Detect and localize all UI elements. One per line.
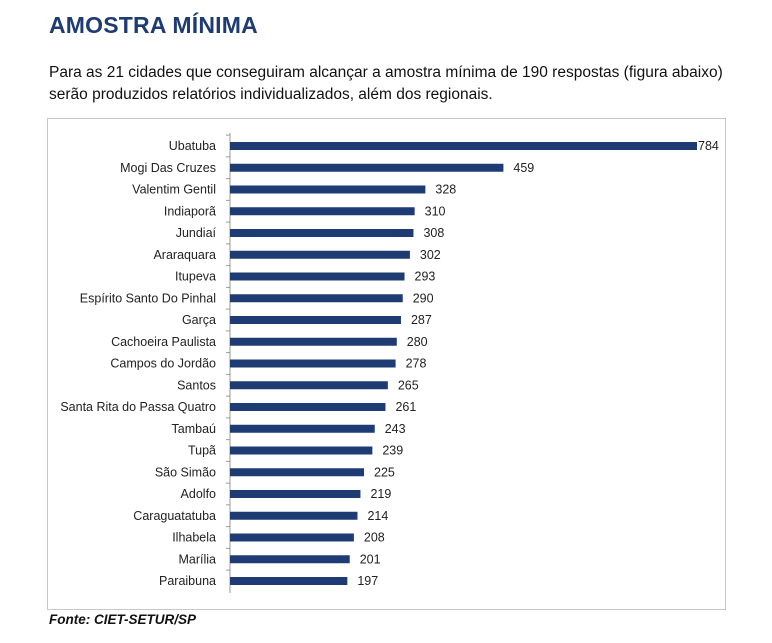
category-label: Espírito Santo Do Pinhal	[80, 291, 216, 305]
bar-chart-svg: Ubatuba 784 Mogi Das Cruzes 459 Valentim Gen…	[60, 133, 719, 593]
bar	[230, 142, 697, 150]
bar	[230, 163, 504, 172]
value-label: 261	[395, 400, 416, 414]
source-note: Fonte: CIET-SETUR/SP	[49, 612, 197, 627]
category-label: Adolfo	[181, 487, 216, 501]
category-label: Araraquara	[153, 248, 216, 262]
category-label: Valentim Gentil	[132, 183, 216, 197]
value-label: 243	[385, 422, 406, 436]
category-label: Caraguatatuba	[133, 509, 216, 523]
category-label: Garça	[182, 313, 216, 327]
value-label: 328	[435, 183, 456, 197]
category-label: Santa Rita do Passa Quatro	[60, 400, 216, 414]
value-label: 459	[513, 161, 534, 175]
category-label: Santos	[177, 378, 216, 392]
category-label: São Simão	[155, 465, 216, 479]
category-label: Indiaporã	[164, 204, 216, 218]
category-label: Paraibuna	[159, 574, 216, 588]
bar	[230, 316, 401, 324]
value-label: 280	[407, 335, 428, 349]
value-label: 302	[420, 248, 441, 262]
category-label: Tambaú	[172, 422, 217, 436]
bar	[230, 533, 354, 542]
category-label: Ubatuba	[169, 139, 216, 153]
category-label: Tupã	[188, 444, 216, 458]
bar	[230, 577, 348, 585]
value-label: 197	[357, 574, 378, 588]
bar	[230, 511, 358, 520]
value-label: 310	[425, 204, 446, 218]
bar	[230, 337, 397, 346]
bar	[230, 294, 403, 303]
page-title: AMOSTRA MÍNIMA	[49, 12, 258, 38]
bar	[230, 468, 365, 477]
bar	[230, 381, 388, 390]
bar	[230, 207, 415, 216]
bar	[230, 403, 386, 411]
category-label: Itupeva	[175, 270, 216, 284]
category-label: Campos do Jordão	[110, 357, 216, 371]
category-label: Cachoeira Paulista	[111, 335, 216, 349]
value-label: 784	[698, 139, 719, 153]
bar	[230, 424, 375, 433]
value-label: 290	[413, 291, 434, 305]
value-label: 201	[360, 552, 381, 566]
category-label: Marília	[178, 552, 216, 566]
category-label: Ilhabela	[172, 531, 216, 545]
value-label: 265	[398, 378, 419, 392]
bar	[230, 229, 414, 237]
value-label: 239	[382, 444, 403, 458]
category-label: Mogi Das Cruzes	[120, 161, 216, 175]
bar	[230, 250, 410, 259]
bar	[230, 555, 350, 564]
bar	[230, 490, 361, 498]
value-label: 208	[364, 531, 385, 545]
bar	[230, 359, 396, 368]
value-label: 293	[415, 270, 436, 284]
value-label: 219	[370, 487, 391, 501]
bar-chart: Ubatuba 784 Mogi Das Cruzes 459 Valentim Gen…	[47, 118, 726, 610]
bar	[230, 446, 373, 455]
category-label: Jundiaí	[176, 226, 217, 240]
value-label: 308	[423, 226, 444, 240]
value-label: 214	[367, 509, 388, 523]
value-label: 278	[406, 357, 427, 371]
bar	[230, 272, 405, 281]
bar	[230, 185, 426, 194]
value-label: 225	[374, 465, 395, 479]
value-label: 287	[411, 313, 432, 327]
page-description: Para as 21 cidades que conseguiram alcan…	[49, 64, 723, 103]
